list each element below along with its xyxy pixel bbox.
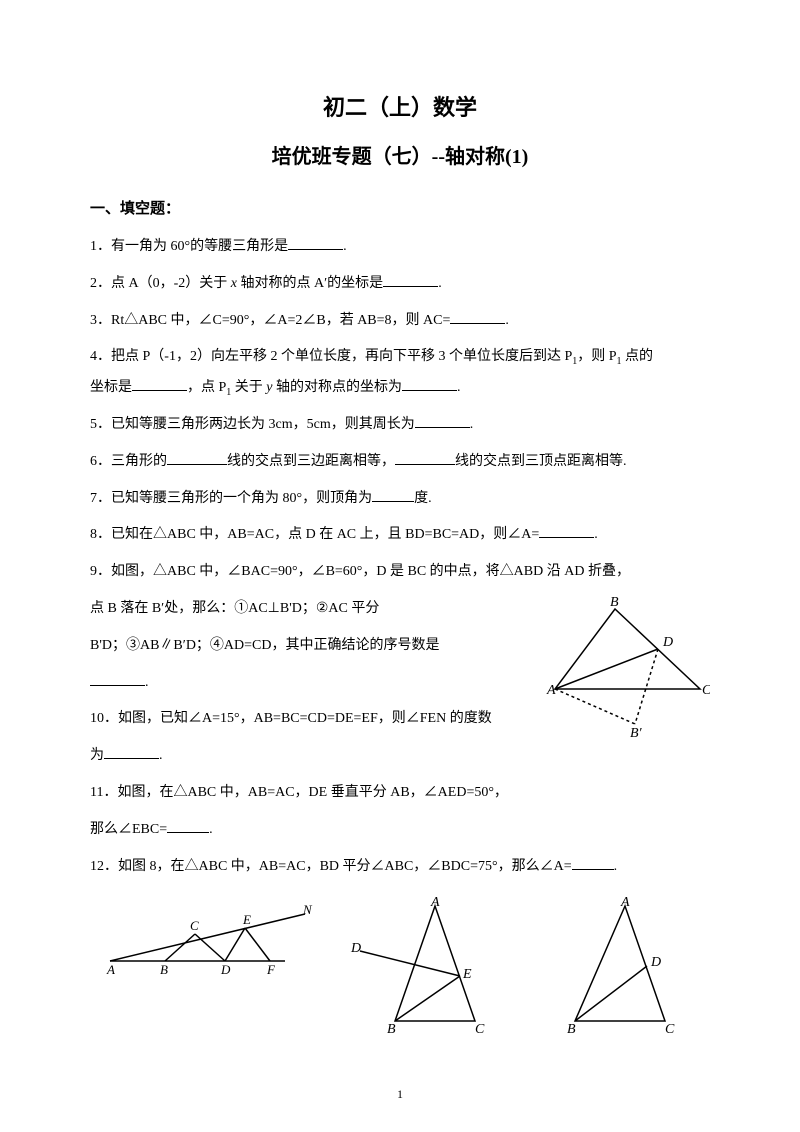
- label-A: A: [430, 896, 440, 910]
- blank: [372, 488, 414, 502]
- question-12: 12．如图 8，在△ABC 中，AB=AC，BD 平分∠ABC，∠BDC=75°…: [90, 852, 710, 883]
- period: .: [209, 822, 213, 837]
- section-header: 一、填空题：: [90, 197, 710, 218]
- label-A: A: [106, 962, 115, 977]
- question-4: 4．把点 P（-1，2）向左平移 2 个单位长度，再向下平移 3 个单位长度后到…: [90, 342, 710, 404]
- label-E: E: [462, 967, 472, 982]
- question-8: 8．已知在△ABC 中，AB=AC，点 D 在 AC 上，且 BD=BC=AD，…: [90, 520, 710, 551]
- page: 初二（上）数学 培优班专题（七）--轴对称(1) 一、填空题： 1．有一角为 6…: [0, 0, 800, 1132]
- q11-a: 11．如图，在△ABC 中，AB=AC，DE 垂直平分 AB，∠AED=50°，: [90, 785, 508, 800]
- period: .: [457, 380, 461, 395]
- question-6: 6．三角形的 线的交点到三边距离相等， 线的交点到三顶点距离相等.: [90, 447, 710, 478]
- q6-c: 线的交点到三顶点距离相等.: [455, 454, 627, 469]
- label-A: A: [620, 896, 630, 910]
- blank: [132, 377, 187, 391]
- label-D: D: [650, 955, 661, 970]
- label-B: B: [610, 595, 619, 610]
- q10-a: 10．如图，已知∠A=15°，AB=BC=CD=DE=EF，则∠FEN 的度数: [90, 711, 492, 726]
- q2-text-a: 2．点 A（0，-2）关于: [90, 276, 231, 291]
- q4-e: ，点 P: [187, 380, 226, 395]
- blank: [383, 273, 438, 287]
- period: .: [145, 675, 149, 690]
- blank: [395, 451, 455, 465]
- question-9: 9．如图，△ABC 中，∠BAC=90°，∠B=60°，D 是 BC 的中点，将…: [90, 557, 710, 588]
- blank: [90, 672, 145, 686]
- blank: [288, 236, 343, 250]
- figure-12-triangle: A B C D: [545, 896, 695, 1036]
- period: .: [438, 276, 442, 291]
- figure-9-triangle: A B C D B′: [545, 594, 710, 739]
- q7-b: 度.: [414, 491, 432, 506]
- q4-c: 点的: [622, 349, 654, 364]
- label-D: D: [220, 962, 231, 977]
- question-2: 2．点 A（0，-2）关于 x 轴对称的点 A′的坐标是.: [90, 269, 710, 300]
- question-10b: 为.: [90, 741, 710, 772]
- q2-text-b: 轴对称的点 A′的坐标是: [237, 276, 383, 291]
- label-B: B: [160, 962, 168, 977]
- q9-b: 点 B 落在 B′处，那么：①AC⊥B'D；②AC 平分: [90, 601, 379, 616]
- label-C: C: [475, 1022, 485, 1036]
- q12-a: 12．如图 8，在△ABC 中，AB=AC，BD 平分∠ABC，∠BDC=75°…: [90, 859, 572, 874]
- label-Bprime: B′: [630, 726, 643, 739]
- label-N: N: [302, 902, 313, 917]
- label-B: B: [387, 1022, 396, 1036]
- q4-d: 坐标是: [90, 380, 132, 395]
- page-number: 1: [0, 1087, 800, 1102]
- blank: [539, 524, 594, 538]
- q6-a: 6．三角形的: [90, 454, 167, 469]
- subtitle: 培优班专题（七）--轴对称(1): [90, 140, 710, 169]
- main-title: 初二（上）数学: [90, 90, 710, 122]
- q4-g: 轴的对称点的坐标为: [273, 380, 403, 395]
- q9-c: B'D；③AB∥B′D；④AD=CD，其中正确结论的序号数是: [90, 638, 440, 653]
- blank: [415, 414, 470, 428]
- blank: [104, 745, 159, 759]
- blank: [572, 856, 614, 870]
- period: .: [470, 417, 474, 432]
- q6-b: 线的交点到三边距离相等，: [227, 454, 395, 469]
- label-B: B: [567, 1022, 576, 1036]
- label-C: C: [190, 918, 199, 933]
- question-5: 5．已知等腰三角形两边长为 3cm，5cm，则其周长为.: [90, 410, 710, 441]
- label-A: A: [546, 683, 556, 698]
- question-1: 1．有一角为 60°的等腰三角形是.: [90, 232, 710, 263]
- period: .: [614, 859, 618, 874]
- blank: [402, 377, 457, 391]
- q4-a: 4．把点 P（-1，2）向左平移 2 个单位长度，再向下平移 3 个单位长度后到…: [90, 349, 572, 364]
- q10-b: 为: [90, 748, 104, 763]
- q7-a: 7．已知等腰三角形的一个角为 80°，则顶角为: [90, 491, 372, 506]
- period: .: [343, 239, 347, 254]
- blank: [167, 451, 227, 465]
- label-E: E: [242, 912, 251, 927]
- label-C: C: [702, 683, 710, 698]
- q3-text: 3．Rt△ABC 中，∠C=90°，∠A=2∠B，若 AB=8，则 AC=: [90, 313, 450, 328]
- question-11b: 那么∠EBC=.: [90, 815, 710, 846]
- q8-a: 8．已知在△ABC 中，AB=AC，点 D 在 AC 上，且 BD=BC=AD，…: [90, 527, 539, 542]
- blank: [450, 310, 505, 324]
- period: .: [159, 748, 163, 763]
- question-7: 7．已知等腰三角形的一个角为 80°，则顶角为 度.: [90, 484, 710, 515]
- figure-11-triangle: A B C D E: [345, 896, 515, 1036]
- q4-f: 关于: [231, 380, 266, 395]
- label-F: F: [266, 962, 276, 977]
- question-3: 3．Rt△ABC 中，∠C=90°，∠A=2∠B，若 AB=8，则 AC=.: [90, 306, 710, 337]
- label-C: C: [665, 1022, 675, 1036]
- figure-10-zigzag: A B C D E F N: [105, 896, 315, 981]
- q4-b: ，则 P: [577, 349, 616, 364]
- label-D: D: [662, 635, 673, 650]
- q9-a: 9．如图，△ABC 中，∠BAC=90°，∠B=60°，D 是 BC 的中点，将…: [90, 564, 630, 579]
- question-11: 11．如图，在△ABC 中，AB=AC，DE 垂直平分 AB，∠AED=50°，: [90, 778, 710, 809]
- q11-b: 那么∠EBC=: [90, 822, 167, 837]
- q1-text: 1．有一角为 60°的等腰三角形是: [90, 239, 288, 254]
- period: .: [594, 527, 598, 542]
- period: .: [505, 313, 509, 328]
- label-D: D: [350, 941, 361, 956]
- bottom-figures-row: A B C D E F N A B C D E: [90, 896, 710, 1036]
- q5-text: 5．已知等腰三角形两边长为 3cm，5cm，则其周长为: [90, 417, 415, 432]
- blank: [167, 819, 209, 833]
